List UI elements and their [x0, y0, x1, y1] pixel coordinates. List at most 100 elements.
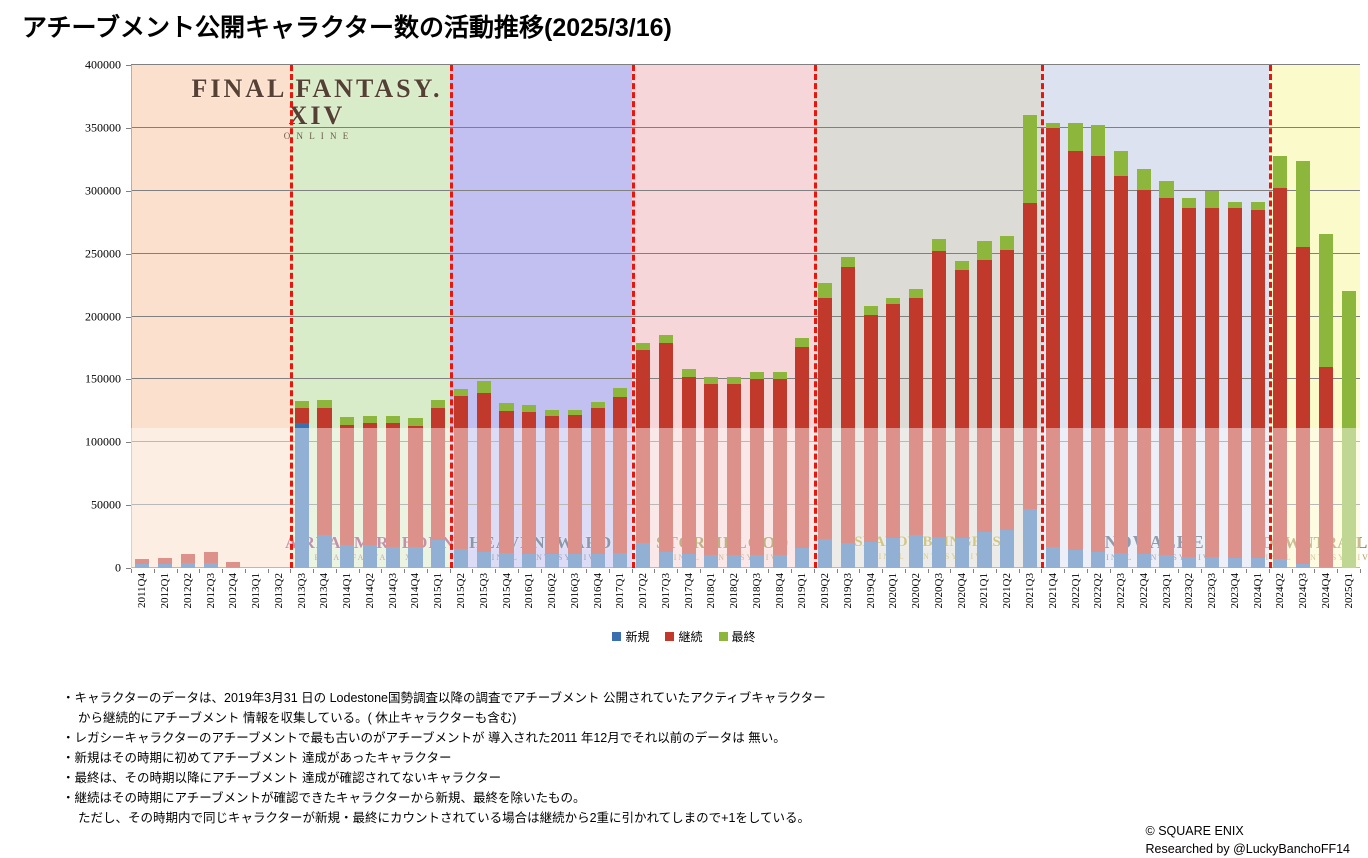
- gridline: [131, 441, 1360, 443]
- x-axis-label: 2016Q3: [568, 573, 581, 609]
- x-axis-tick: [882, 569, 884, 573]
- legend-item[interactable]: 継続: [665, 628, 703, 645]
- bar-segment-final: [453, 389, 469, 396]
- bar-column: [317, 399, 332, 568]
- x-axis-tick: [813, 569, 815, 573]
- x-axis-tick: [563, 569, 565, 573]
- x-axis-tick: [654, 569, 656, 573]
- x-axis-label: 2024Q4: [1319, 573, 1332, 609]
- x-axis-tick: [745, 569, 747, 573]
- x-axis-label: 2023Q4: [1228, 573, 1241, 609]
- x-axis-tick: [1314, 569, 1316, 573]
- bar-column: [863, 306, 878, 568]
- expansion-launch-line: [813, 65, 817, 568]
- bar-segment-new: [658, 551, 673, 568]
- bar-series-group: [131, 65, 1360, 568]
- bar-column: [909, 288, 924, 568]
- x-axis-label: 2015Q2: [455, 573, 467, 609]
- expansion-launch-line: [449, 65, 453, 568]
- y-axis-label: 400000: [85, 57, 121, 72]
- x-axis-label: 2023Q3: [1206, 573, 1219, 609]
- x-axis-tick: [1086, 569, 1088, 573]
- bar-column: [658, 335, 673, 568]
- bar-segment-final: [499, 403, 514, 411]
- bar-segment-new: [909, 535, 924, 568]
- bar-segment-continuing: [158, 557, 173, 565]
- bar-segment-new: [886, 537, 901, 568]
- bar-segment-new: [1068, 550, 1083, 568]
- bar-segment-new: [1091, 551, 1106, 568]
- x-axis-tick: [449, 569, 451, 573]
- x-axis-tick: [1291, 569, 1293, 573]
- x-axis-label: 2019Q1: [796, 573, 809, 609]
- bar-segment-continuing: [613, 397, 628, 553]
- credits-block: © SQUARE ENIX Researched by @LuckyBancho…: [1146, 822, 1350, 858]
- bar-column: [1250, 202, 1265, 568]
- x-axis-tick: [381, 569, 383, 573]
- page-title: アチーブメント公開キャラクター数の活動推移(2025/3/16): [22, 14, 672, 42]
- bar-segment-new: [840, 542, 855, 568]
- bar-segment-final: [1022, 115, 1038, 204]
- x-axis-label: 2018Q2: [728, 573, 741, 609]
- x-axis-label: 2016Q2: [546, 573, 559, 609]
- x-axis-label: 2020Q2: [910, 573, 923, 609]
- x-axis-label: 2012Q3: [204, 573, 217, 609]
- bar-segment-continuing: [340, 424, 355, 546]
- x-axis-tick: [1268, 569, 1270, 573]
- x-axis-tick: [1246, 569, 1248, 573]
- bar-segment-new: [1000, 530, 1015, 568]
- x-axis-label: 2020Q3: [932, 573, 945, 609]
- bar-segment-continuing: [727, 384, 742, 556]
- legend-item[interactable]: 最終: [718, 628, 756, 645]
- y-axis-tick: [126, 127, 131, 129]
- footnote-line: ・継続はその時期にアチーブメントが確認できたキャラクターから新規、最終を除いたも…: [62, 791, 586, 805]
- x-axis-tick: [1337, 569, 1339, 573]
- bar-segment-new: [681, 554, 696, 568]
- footnote-line: ・新規はその時期に初めてアチーブメント 達成があったキャラクター: [62, 751, 452, 765]
- x-axis-label: 2024Q3: [1297, 573, 1310, 609]
- bar-column: [1091, 125, 1106, 568]
- bar-segment-final: [1068, 122, 1083, 151]
- bar-segment-continuing: [226, 561, 241, 567]
- x-axis-label: 2014Q3: [386, 573, 399, 609]
- legend-item[interactable]: 新規: [612, 628, 649, 645]
- bar-column: [1296, 160, 1311, 568]
- bar-segment-new: [795, 547, 810, 568]
- bar-segment-new: [317, 535, 332, 568]
- bar-segment-continuing: [1045, 127, 1060, 547]
- bar-segment-final: [681, 369, 696, 377]
- y-axis-tick: [126, 65, 131, 66]
- bar-column: [636, 342, 651, 568]
- bar-segment-final: [1159, 180, 1174, 199]
- bar-segment-continuing: [977, 259, 992, 532]
- bar-segment-final: [636, 342, 651, 351]
- bar-segment-final: [863, 306, 878, 316]
- x-axis-tick: [1064, 569, 1066, 573]
- x-axis-tick: [1041, 569, 1043, 573]
- expansion-launch-line: [1041, 65, 1045, 568]
- bar-segment-final: [977, 241, 992, 260]
- bar-segment-new: [340, 545, 355, 568]
- bar-segment-continuing: [522, 412, 537, 555]
- x-axis-label: 2021Q4: [1046, 573, 1059, 609]
- bar-column: [1227, 202, 1242, 568]
- x-axis: 2011Q4 2012Q1 2012Q2 2012Q3 2012Q4 2013Q1 2013…: [131, 569, 1361, 629]
- bar-segment-new: [135, 564, 150, 568]
- bar-column: [385, 415, 400, 568]
- bar-column: [772, 371, 787, 568]
- bar-segment-final: [1045, 122, 1060, 128]
- bar-column: [1318, 233, 1333, 568]
- x-axis-label: 2013Q1: [250, 573, 263, 609]
- x-axis-tick: [699, 569, 701, 573]
- bar-segment-continuing: [1250, 209, 1265, 558]
- bar-segment-final: [385, 415, 400, 424]
- x-axis-tick: [153, 569, 155, 573]
- bar-segment-final: [818, 282, 833, 298]
- bar-column: [180, 554, 195, 568]
- bar-column: [681, 369, 696, 568]
- bar-segment-final: [749, 371, 764, 380]
- bar-segment-final: [658, 335, 673, 343]
- x-axis-label: 2017Q2: [637, 573, 650, 609]
- x-axis-tick: [1360, 569, 1361, 573]
